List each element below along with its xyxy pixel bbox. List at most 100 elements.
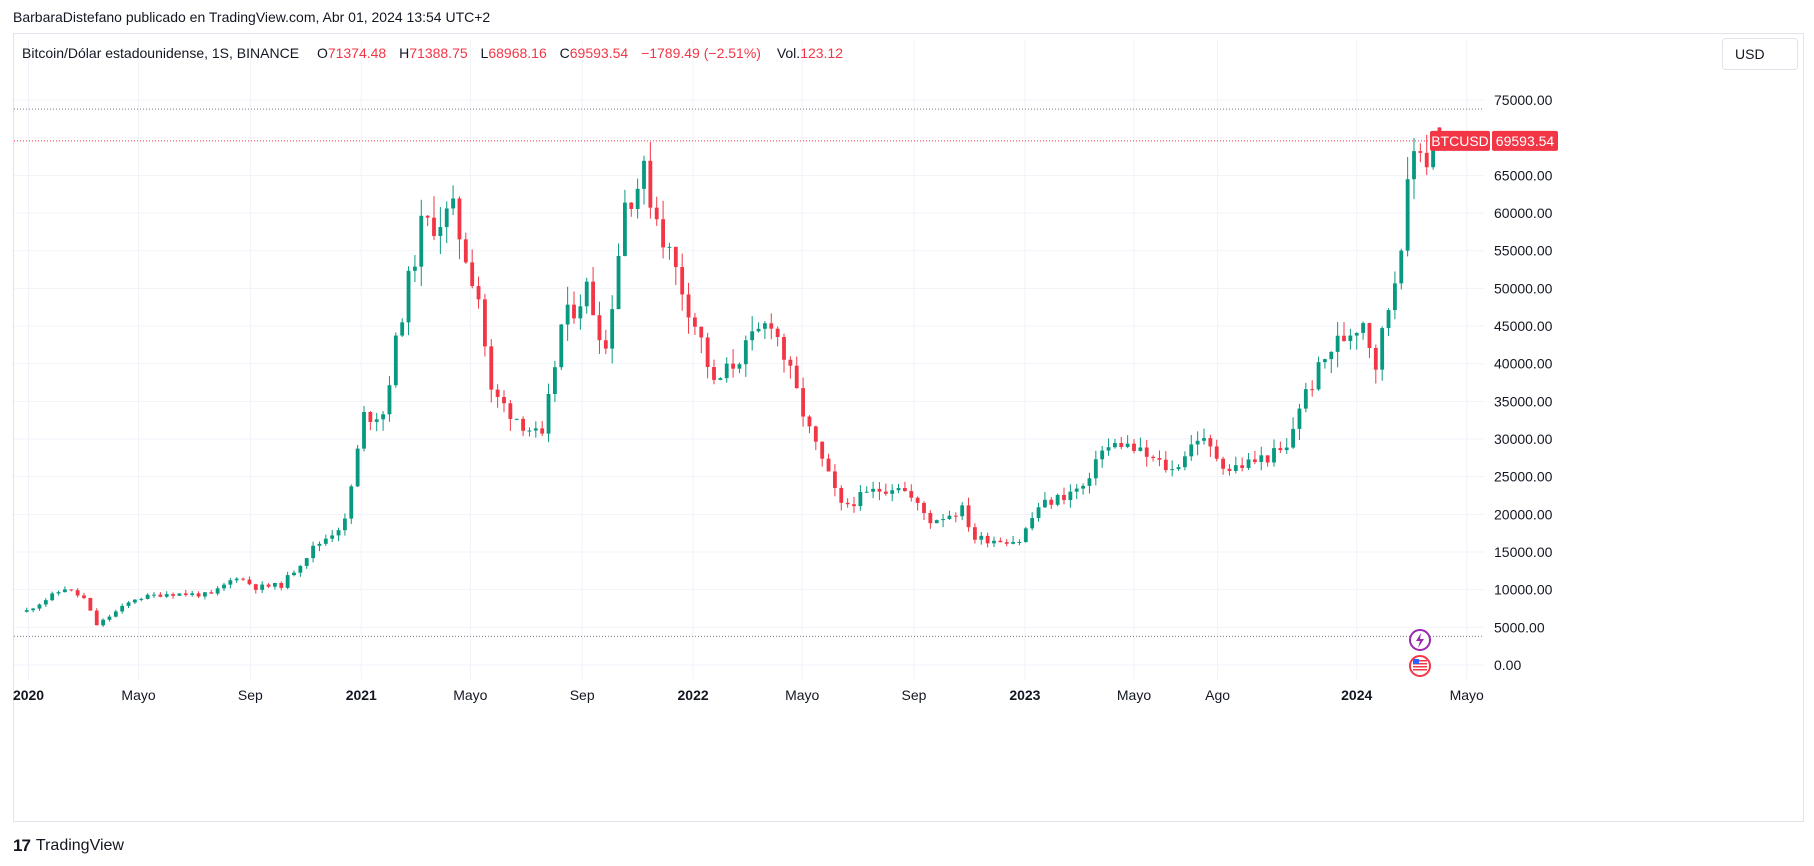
candle-body [712,367,716,380]
candle-body [508,403,513,419]
candle-body [1183,456,1187,468]
candle-body [591,281,595,316]
candle-body [113,611,118,617]
candle-body [349,486,354,519]
candle-body [985,535,990,544]
candle-body [1125,443,1130,448]
currency-button[interactable]: USD [1722,38,1798,70]
candle-body [1284,447,1289,451]
candle-body [813,426,818,442]
candle-body [743,340,748,365]
candle-body [1386,310,1391,329]
candle-body [1361,323,1365,333]
candle-body [164,594,169,597]
candle-body [597,315,602,341]
candle-body [196,593,201,597]
candle-body [1017,541,1022,543]
candle-body [826,458,831,472]
candle-body [413,266,417,271]
tradingview-logo-icon: 17 [13,836,31,855]
candle-body [1335,335,1340,352]
candle-body [260,584,265,590]
candle-body [88,597,93,611]
price-tag-value: 69593.54 [1496,133,1555,149]
candle-body [966,505,971,528]
symbol-description[interactable]: Bitcoin/Dólar estadounidense, 1S, BINANC… [22,45,300,61]
candle-body [922,502,926,514]
footer-branding[interactable]: 17 TradingView [13,836,124,856]
x-tick-label: Ago [1205,687,1230,703]
candle-body [69,589,74,591]
candle-body [1087,478,1092,486]
candle-body [273,583,277,587]
candle-body [1202,438,1206,441]
open-value: 71374.48 [327,45,387,61]
candle-body [253,584,258,590]
candle-body [527,430,532,432]
candle-body [1253,459,1257,462]
candle-body [1106,447,1111,451]
candle-body [279,583,284,588]
candle-body [1214,446,1219,459]
candle-body [801,388,805,417]
candle-body [1240,465,1245,468]
brand-name: TradingView [35,837,124,854]
candle-body [979,535,984,540]
candle-body [1144,447,1149,457]
x-tick-label: Sep [238,687,263,703]
high-value: 71388.75 [409,45,468,61]
x-tick-label: Mayo [121,687,155,703]
candle-body [553,367,557,394]
candle-body [228,580,233,585]
candle-body [177,593,182,596]
candle-body [63,589,67,593]
candle-body [1151,456,1155,459]
candle-body [374,419,379,422]
flag-stripe [1413,666,1427,668]
candle-body [139,598,144,600]
ohlc-legend: Bitcoin/Dólar estadounidense, 1S, BINANC… [22,45,852,61]
candle-body [43,600,48,605]
candle-body [890,490,895,494]
publisher-line: BarbaraDistefano publicado en TradingVie… [13,9,491,25]
candle-body [241,578,245,580]
x-tick-label: Mayo [453,687,487,703]
flag-canton [1413,659,1419,664]
candle-body [311,545,315,559]
candle-body [1068,491,1073,501]
candle-body [432,217,436,237]
candle-body [1043,499,1047,508]
candle-body [457,198,462,240]
y-tick-label: 60000.00 [1494,205,1553,221]
candle-body [495,389,500,397]
candle-body [1246,459,1251,468]
candle-body [107,616,112,620]
candle-body [839,487,844,503]
close-value: 69593.54 [569,45,629,61]
candle-body [788,359,793,366]
candle-body [1297,408,1302,429]
candle-body [1062,494,1066,501]
candle-body [877,488,882,492]
candle-body [82,595,86,598]
x-tick-label: 2024 [1341,687,1372,703]
flag-stripe [1413,663,1427,665]
y-tick-label: 35000.00 [1494,393,1553,409]
y-tick-label: 30000.00 [1494,431,1553,447]
candle-body [336,530,341,536]
candle-body [209,592,214,594]
candle-body [247,579,252,585]
x-tick-label: 2021 [346,687,377,703]
candle-body [654,207,659,220]
candle-body [234,578,239,581]
open-label: O [316,45,328,61]
candle-body [1418,151,1423,153]
candle-body [756,328,761,332]
candle-body [896,488,901,491]
candle-body [1132,443,1136,451]
candle-body [572,304,576,319]
candle-body [355,448,360,487]
candle-body [317,543,322,546]
candle-body [960,505,965,517]
